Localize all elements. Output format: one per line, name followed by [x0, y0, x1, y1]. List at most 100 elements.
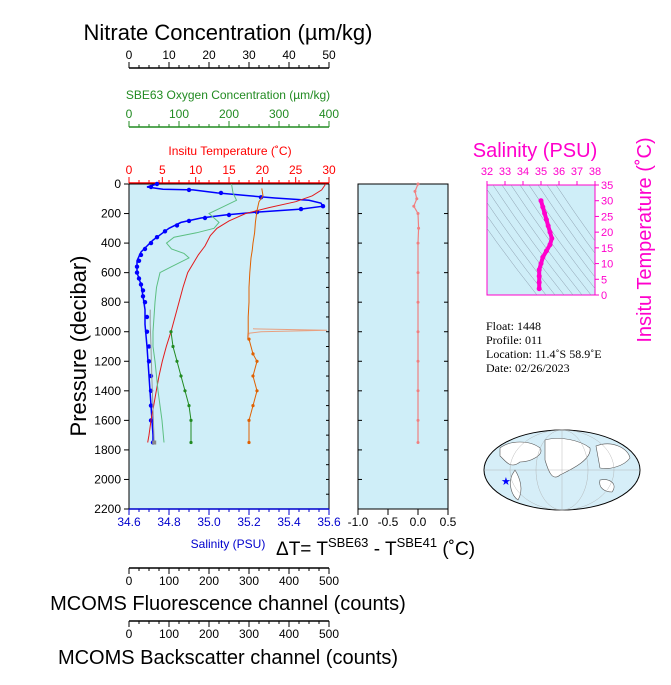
- ts-x-tick-label: 35: [535, 166, 547, 178]
- series-temperature: [147, 183, 327, 443]
- delta-t-point: [415, 197, 419, 201]
- tick-label: 34.6: [117, 515, 141, 529]
- tick-label: 10: [162, 48, 176, 62]
- ts-x-tick-label: 37: [571, 166, 583, 178]
- tick-label: 200: [219, 107, 239, 121]
- point-salinity: [298, 206, 304, 212]
- point-salinity: [202, 215, 208, 221]
- ts-y-tick-label: 5: [601, 274, 607, 286]
- point-nitrate_green: [171, 344, 175, 349]
- point-salinity: [138, 282, 144, 287]
- point-salinity: [140, 294, 146, 299]
- point-nitrate_green: [179, 374, 183, 378]
- ts-y-tick-label: 15: [601, 243, 613, 255]
- ts-point: [549, 235, 555, 241]
- point-salinity: [186, 218, 192, 224]
- pressure-tick-label: 600: [101, 266, 121, 280]
- delta-t-tick-label: -0.5: [378, 515, 399, 529]
- tick-label: 35.4: [277, 515, 301, 529]
- point-salinity: [142, 246, 148, 252]
- density-contour: [528, 185, 595, 278]
- point-salinity: [320, 204, 326, 209]
- delta-t-point: [416, 330, 420, 334]
- temperature-axis: 0 5 10 15 20 25 30: [126, 163, 336, 184]
- point-orange_deep: [251, 374, 255, 378]
- delta-t-point: [417, 226, 421, 230]
- tick-label: 500: [319, 574, 339, 588]
- point-orange_deep: [251, 404, 255, 408]
- point-salinity: [218, 190, 224, 196]
- pressure-tick-label: 1800: [94, 443, 121, 457]
- ts-series-layer: [536, 198, 555, 292]
- ts-point: [547, 229, 553, 235]
- ts-point: [536, 273, 542, 279]
- pressure-tick-label: 1200: [94, 354, 121, 368]
- pressure-tick-label: 200: [101, 207, 121, 221]
- tick-label: 0: [126, 627, 133, 641]
- salinity-axis: 34.6 34.8 35.0 35.2 35.4 35.6: [117, 508, 341, 529]
- density-contour: [492, 185, 574, 295]
- point-salinity: [186, 187, 192, 193]
- point-nitrate_green: [189, 418, 193, 422]
- tick-label: 5: [159, 163, 166, 177]
- ts-point: [542, 210, 548, 216]
- tick-label: 0: [126, 163, 133, 177]
- point-orange_deep: [247, 440, 251, 445]
- delta-t-point: [416, 389, 420, 393]
- ts-point: [543, 248, 549, 254]
- point-salinity: [144, 314, 150, 320]
- pressure-tick-label: 1600: [94, 413, 121, 427]
- tick-label: 400: [319, 107, 339, 121]
- ts-x-tick-label: 33: [499, 166, 511, 178]
- pressure-tick-label: 400: [101, 236, 121, 250]
- tick-label: 35.0: [197, 515, 221, 529]
- pressure-tick-label: 800: [101, 295, 121, 309]
- tick-label: 0: [126, 48, 133, 62]
- density-contour: [546, 185, 595, 254]
- ts-y-tick-label: 20: [601, 227, 613, 239]
- tick-label: 100: [159, 627, 179, 641]
- tick-label: 20: [256, 163, 270, 177]
- world-map: [483, 429, 641, 511]
- tick-label: 300: [239, 574, 259, 588]
- ts-point: [540, 254, 546, 260]
- density-contour: [555, 185, 595, 242]
- delta-t-point: [416, 271, 420, 275]
- main-plot-area: [128, 183, 330, 510]
- point-nitrate_green: [169, 330, 173, 334]
- delta-t-point: [413, 189, 417, 193]
- ts-x-tick-label: 32: [481, 166, 493, 178]
- tick-label: 34.8: [157, 515, 181, 529]
- point-orange_deep: [247, 337, 251, 341]
- ts-y-tick-label: 0: [601, 290, 607, 302]
- delta-t-point: [416, 241, 420, 245]
- ts-point: [538, 261, 544, 267]
- delta-t-point: [416, 182, 420, 186]
- point-salinity: [154, 235, 160, 240]
- density-contour: [519, 185, 595, 290]
- series-oxygen: [152, 183, 238, 443]
- delta-t-point: [416, 441, 420, 444]
- density-contour: [537, 185, 595, 266]
- profile-number: Profile: 011: [486, 333, 543, 347]
- series-backscatter_fill: [247, 328, 328, 340]
- point-salinity: [174, 223, 180, 228]
- ts-x-tick-label: 34: [517, 166, 529, 178]
- pressure-tick-label: 2000: [94, 472, 121, 486]
- tick-label: 10: [189, 163, 203, 177]
- delta-t-point: [416, 359, 420, 363]
- ts-point: [547, 242, 553, 248]
- main-series-layer: [134, 181, 328, 445]
- ts-x-tick-label: 36: [553, 166, 565, 178]
- tick-label: 100: [169, 107, 189, 121]
- pressure-tick-label: 0: [114, 177, 121, 191]
- delta-t-tick-label: 0.5: [440, 515, 457, 529]
- tick-label: 100: [159, 574, 179, 588]
- point-salinity: [258, 195, 264, 200]
- tick-label: 50: [322, 48, 336, 62]
- point-orange_deep: [251, 352, 255, 356]
- tick-label: 30: [322, 163, 336, 177]
- point-nitrate_green: [187, 404, 191, 408]
- point-salinity: [140, 288, 146, 293]
- tick-label: 15: [222, 163, 236, 177]
